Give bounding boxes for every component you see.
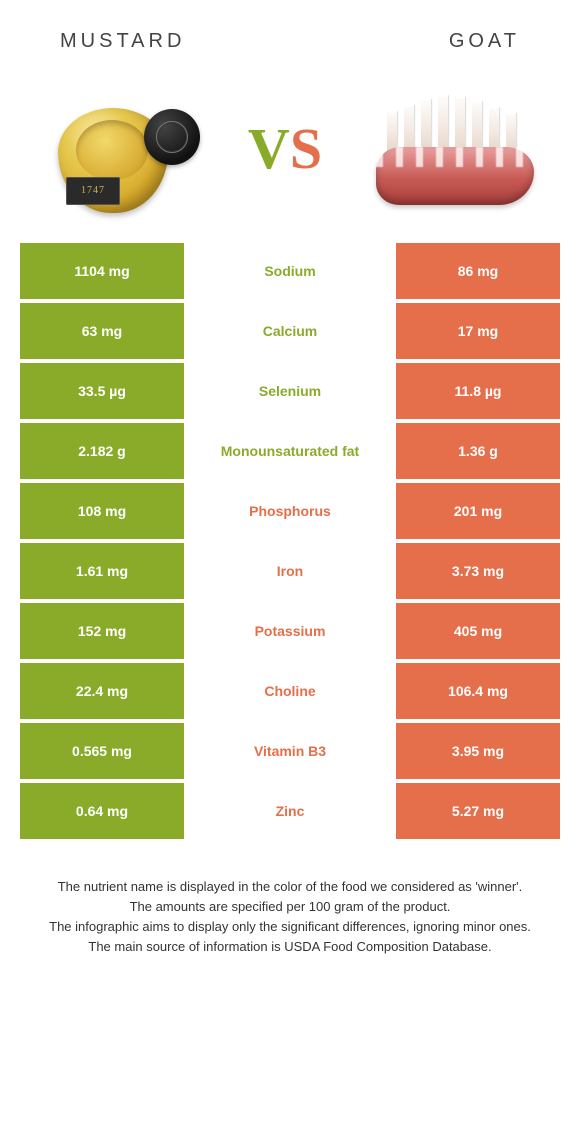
nutrient-name: Phosphorus (184, 483, 396, 539)
right-value: 3.73 mg (396, 543, 560, 599)
left-value: 63 mg (20, 303, 184, 359)
table-row: 0.64 mgZinc5.27 mg (20, 783, 560, 839)
nutrient-name: Monounsaturated fat (184, 423, 396, 479)
left-value: 2.182 g (20, 423, 184, 479)
goat-image (370, 83, 540, 213)
goat-bone-icon (438, 91, 448, 153)
footer-line: The main source of information is USDA F… (30, 937, 550, 957)
goat-bone-icon (489, 103, 499, 153)
title-right: GOAT (449, 30, 520, 53)
goat-bone-icon (421, 95, 431, 153)
vs-label: VS (248, 115, 322, 182)
table-row: 108 mgPhosphorus201 mg (20, 483, 560, 539)
mustard-lid-icon (144, 109, 200, 165)
left-value: 0.64 mg (20, 783, 184, 839)
table-row: 1104 mgSodium86 mg (20, 243, 560, 299)
left-value: 22.4 mg (20, 663, 184, 719)
table-row: 33.5 µgSelenium11.8 µg (20, 363, 560, 419)
vs-v: V (248, 116, 290, 181)
footer-line: The amounts are specified per 100 gram o… (30, 897, 550, 917)
nutrient-name: Vitamin B3 (184, 723, 396, 779)
right-value: 11.8 µg (396, 363, 560, 419)
nutrient-name: Zinc (184, 783, 396, 839)
table-row: 63 mgCalcium17 mg (20, 303, 560, 359)
left-value: 108 mg (20, 483, 184, 539)
left-value: 1.61 mg (20, 543, 184, 599)
nutrient-name: Sodium (184, 243, 396, 299)
footer-line: The nutrient name is displayed in the co… (30, 877, 550, 897)
left-value: 0.565 mg (20, 723, 184, 779)
left-value: 152 mg (20, 603, 184, 659)
table-row: 152 mgPotassium405 mg (20, 603, 560, 659)
title-left: MUSTARD (60, 30, 185, 53)
table-row: 2.182 gMonounsaturated fat1.36 g (20, 423, 560, 479)
nutrient-name: Iron (184, 543, 396, 599)
nutrient-name: Potassium (184, 603, 396, 659)
mustard-image (40, 83, 200, 213)
table-row: 0.565 mgVitamin B33.95 mg (20, 723, 560, 779)
nutrient-name: Calcium (184, 303, 396, 359)
right-value: 17 mg (396, 303, 560, 359)
footer-notes: The nutrient name is displayed in the co… (0, 867, 580, 988)
right-value: 1.36 g (396, 423, 560, 479)
comparison-table: 1104 mgSodium86 mg63 mgCalcium17 mg33.5 … (0, 243, 580, 867)
goat-bone-icon (455, 93, 465, 153)
vs-s: S (290, 116, 322, 181)
mustard-jar-label (66, 177, 120, 205)
left-value: 1104 mg (20, 243, 184, 299)
right-value: 5.27 mg (396, 783, 560, 839)
right-value: 3.95 mg (396, 723, 560, 779)
goat-loin-icon (376, 147, 534, 205)
goat-bone-icon (472, 97, 482, 153)
goat-bone-icon (404, 101, 414, 153)
nutrient-name: Choline (184, 663, 396, 719)
hero-row: VS (0, 73, 580, 243)
table-row: 1.61 mgIron3.73 mg (20, 543, 560, 599)
header-titles: MUSTARD GOAT (0, 0, 580, 73)
goat-bones-icon (384, 93, 526, 153)
footer-line: The infographic aims to display only the… (30, 917, 550, 937)
right-value: 405 mg (396, 603, 560, 659)
left-value: 33.5 µg (20, 363, 184, 419)
right-value: 86 mg (396, 243, 560, 299)
table-row: 22.4 mgCholine106.4 mg (20, 663, 560, 719)
right-value: 201 mg (396, 483, 560, 539)
right-value: 106.4 mg (396, 663, 560, 719)
nutrient-name: Selenium (184, 363, 396, 419)
